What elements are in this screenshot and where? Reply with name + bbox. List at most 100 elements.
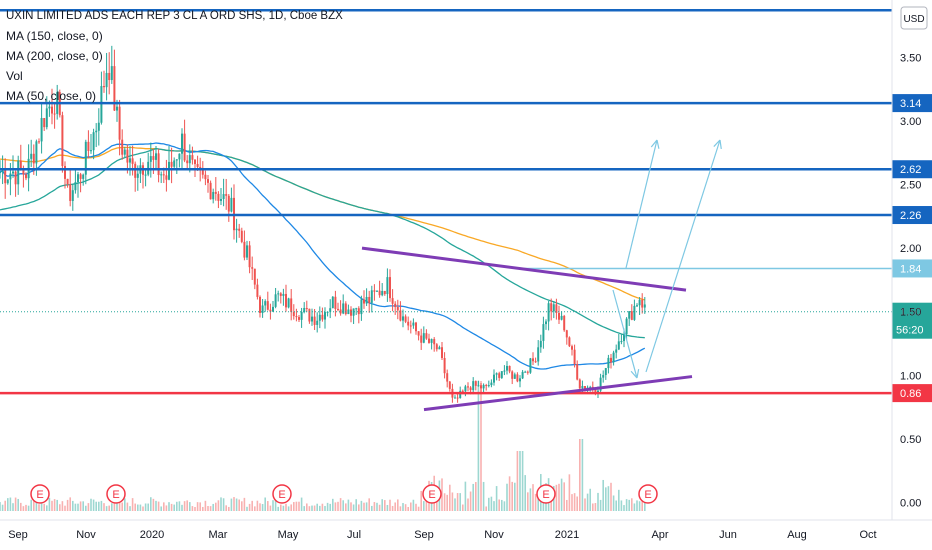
price-axis[interactable]: 3.14 2.62 2.26 1.84 0.86 1.50 56:20 USD 3.50 3.00… [891, 0, 932, 520]
candle-body [105, 72, 108, 88]
earnings-marker[interactable] [30, 484, 50, 504]
candle-body [71, 190, 74, 201]
volume-bar [589, 488, 591, 511]
symbol-title[interactable]: UXIN LIMITED ADS EACH REP 3 CL A ORD SHS… [6, 10, 343, 22]
candle-body [230, 197, 233, 212]
candle-body [256, 284, 259, 297]
volume-bar [573, 493, 576, 511]
volume-bar [475, 482, 477, 511]
level-label-1.84: 1.84 [900, 263, 921, 275]
volume-bar [352, 504, 355, 511]
volume-bar [176, 501, 178, 511]
candle-body [311, 316, 313, 322]
volume-bar [508, 476, 511, 511]
volume-bar [360, 500, 363, 511]
candle-body [248, 245, 251, 268]
volume-bar [620, 500, 623, 511]
candle-body [630, 311, 633, 320]
projection-arrow-up-2-head [719, 139, 722, 149]
volume-bar [399, 506, 402, 511]
candle-body [485, 385, 488, 387]
candle-body [565, 330, 568, 338]
indicator-ma200[interactable]: MA (200, close, 0) [6, 49, 103, 63]
candle-body [298, 317, 300, 320]
volume-bar [189, 502, 191, 511]
support-trendline[interactable] [423, 375, 693, 412]
currency-button[interactable] [900, 6, 928, 30]
candle-body [0, 172, 1, 174]
projection-arrow-up-1[interactable] [625, 139, 658, 269]
volume-bar [584, 498, 586, 511]
candle-body [480, 385, 482, 389]
volume-bar [542, 499, 545, 511]
candle-body [155, 153, 157, 160]
indicator-ma50[interactable]: MA (50, close, 0) [6, 89, 97, 103]
volume-bar [498, 499, 500, 511]
projection-arrow-up-2[interactable] [645, 139, 721, 373]
volume-bar [581, 439, 584, 511]
volume-bar [92, 499, 95, 511]
candle-body [1, 169, 4, 173]
candle-body [422, 333, 425, 343]
level-label-2.26: 2.26 [900, 210, 921, 222]
volume-bar [394, 502, 396, 511]
candle-body [373, 290, 376, 292]
indicator-ma150[interactable]: MA (150, close, 0) [6, 29, 103, 43]
candle-body [61, 115, 64, 166]
candle-body [542, 324, 545, 341]
volume-bar [4, 500, 6, 511]
candle-body [396, 307, 399, 311]
volume-bar [628, 499, 630, 511]
candle-body [87, 141, 90, 151]
projection-arrow-down[interactable] [612, 289, 638, 379]
volume-bar [95, 501, 97, 511]
resistance-trendline[interactable] [361, 246, 687, 292]
volume-bar [90, 498, 92, 511]
volume-bar [602, 479, 604, 511]
volume-bar [53, 499, 56, 511]
volume-bar [402, 503, 404, 511]
candle-body [69, 184, 72, 201]
volume-bar [534, 493, 537, 511]
earnings-marker[interactable] [272, 484, 292, 504]
volume-bar [506, 483, 508, 511]
candle-body [194, 159, 196, 165]
volume-bar [566, 499, 568, 511]
volume-bar [321, 503, 324, 511]
volume-bar [490, 496, 493, 511]
time-axis[interactable]: Sep Nov 2020 Mar May Jul Sep Nov 2021 Apr Jun Aug Oc… [0, 519, 932, 541]
volume-bar [521, 451, 524, 511]
candle-body [103, 86, 105, 88]
volume-bar [238, 499, 240, 511]
earnings-marker[interactable] [422, 484, 442, 504]
volume-bar [142, 506, 144, 511]
earnings-marker[interactable] [536, 484, 556, 504]
volume-bar [191, 506, 194, 511]
volume-bar [33, 501, 35, 511]
volume-bar [524, 475, 526, 511]
volume-bar [368, 498, 370, 511]
candle-body [376, 290, 378, 292]
volume-bar [105, 506, 108, 511]
volume-bar [181, 504, 183, 511]
volume-bar [558, 483, 560, 511]
candle-body [196, 164, 199, 167]
volume-bar [59, 504, 61, 511]
volume-bar [334, 502, 337, 511]
volume-bar [35, 497, 38, 511]
earnings-marker[interactable] [638, 484, 658, 504]
candle-body [14, 171, 17, 185]
volume-bar [586, 493, 589, 511]
earnings-marker[interactable] [106, 484, 126, 504]
volume-bar [126, 502, 129, 511]
earnings-label: E [644, 489, 651, 501]
volume-bar [124, 498, 126, 511]
candle-body [220, 198, 222, 201]
currency-label[interactable]: USD [903, 14, 924, 25]
candle-body [134, 163, 137, 178]
volume-bar [134, 503, 136, 511]
indicator-volume[interactable]: Vol [6, 69, 23, 83]
candle-body [126, 149, 129, 163]
volume-bar [202, 506, 204, 511]
